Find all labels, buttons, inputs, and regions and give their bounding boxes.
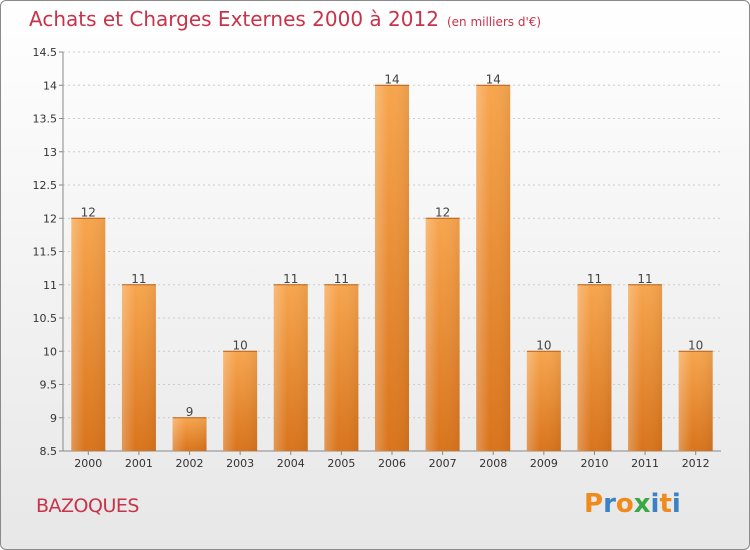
x-tick-label-2001: 2001 [125,457,153,470]
bar-shine-2010 [577,284,612,451]
y-tick-label: 9.5 [40,379,58,392]
logo-letter: i [650,489,660,519]
data-label-2007: 12 [435,205,450,219]
y-tick-label: 13.5 [33,113,58,126]
x-tick-label-2000: 2000 [74,457,102,470]
bar-shine-2001 [121,284,156,451]
y-tick-label: 10.5 [33,312,58,325]
logo-letter: r [603,489,616,519]
bar-shine-2004 [273,284,308,451]
labels: 8.5 9 9.5 10 10.5 11 11.5 12 12.5 13 13.5 14 14.5 12 2… [33,46,710,470]
logo-letter: t [659,489,672,519]
y-tick-label: 8.5 [40,445,58,458]
data-label-2012: 10 [688,338,703,352]
logo-letter: i [671,489,681,519]
chart-title-unit: (en milliers d'€) [446,15,542,29]
x-tick-label-2007: 2007 [429,457,457,470]
x-tick-label-2010: 2010 [580,457,608,470]
bars [71,84,713,451]
data-label-2000: 12 [81,205,96,219]
bar-shine-2005 [324,284,359,451]
data-label-2005: 11 [334,272,349,286]
bar-shine-2009 [526,351,561,451]
bar-shine-2003 [223,351,258,451]
logo-letter: P [584,489,604,519]
x-tick-label-2009: 2009 [530,457,558,470]
data-label-2006: 14 [384,72,399,86]
y-tick-label: 11.5 [33,246,58,259]
x-tick-label-2002: 2002 [176,457,204,470]
y-tick-label: 10 [43,345,57,358]
y-tick-label: 9 [50,412,57,425]
x-tick-label-2008: 2008 [479,457,507,470]
data-label-2001: 11 [131,272,146,286]
y-tick-label: 13 [43,146,57,159]
y-tick-label: 14 [43,79,57,92]
bar-shine-2011 [628,284,663,451]
data-label-2003: 10 [233,338,248,352]
x-tick-label-2005: 2005 [327,457,355,470]
data-label-2008: 14 [486,72,501,86]
chart-title-text: Achats et Charges Externes 2000 à 2012 [29,7,439,31]
x-tick-label-2003: 2003 [226,457,254,470]
y-tick-label: 14.5 [33,46,58,59]
logo-letter: o [615,489,634,519]
proxiti-logo: Proxiti [584,489,681,519]
y-tick-label: 12 [43,212,57,225]
y-tick-label: 11 [43,279,57,292]
x-tick-label-2012: 2012 [682,457,710,470]
x-tick-label-2004: 2004 [277,457,305,470]
x-tick-label-2011: 2011 [631,457,659,470]
chart-title: Achats et Charges Externes 2000 à 2012 (e… [29,7,541,31]
bar-shine-2006 [375,85,409,451]
data-label-2011: 11 [637,272,652,286]
data-label-2010: 11 [587,272,602,286]
bar-shine-2007 [425,218,460,451]
bar-shine-2008 [476,85,511,451]
logo-letter: x [633,489,651,519]
bar-shine-2002 [172,417,207,451]
data-label-2004: 11 [283,272,298,286]
data-label-2002: 9 [186,405,194,419]
y-tick-label: 12.5 [33,179,58,192]
data-label-2009: 10 [536,338,551,352]
bar-shine-2000 [71,218,106,451]
x-tick-label-2006: 2006 [378,457,406,470]
bar-shine-2012 [678,351,713,451]
city-name: BAZOQUES [36,495,139,517]
